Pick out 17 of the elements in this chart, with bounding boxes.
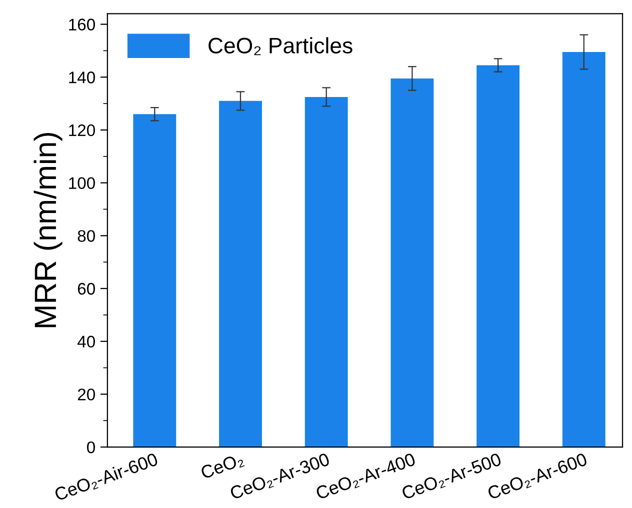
bar — [304, 96, 348, 448]
y-tick-label: 160 — [69, 18, 95, 30]
y-tick-label: 120 — [69, 124, 95, 136]
y-tick-label: 100 — [69, 177, 95, 190]
bar — [562, 52, 606, 448]
legend-label: CeO₂ Particles — [208, 37, 352, 56]
y-tick-label: 60 — [78, 282, 95, 295]
y-axis-title: MRR (nm/min) — [34, 132, 62, 328]
bar — [390, 78, 434, 448]
y-tick-label: 40 — [77, 336, 95, 348]
y-tick-label: 80 — [78, 230, 95, 242]
bar — [219, 100, 262, 448]
bar — [133, 114, 176, 448]
y-tick-label: 0 — [87, 441, 95, 454]
bar — [476, 65, 520, 448]
y-tick-label: 140 — [69, 72, 95, 84]
y-tick-label: 20 — [78, 388, 95, 400]
